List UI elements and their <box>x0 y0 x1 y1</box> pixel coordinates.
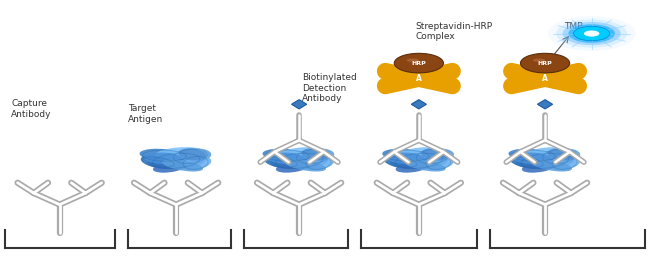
Text: TMB: TMB <box>564 22 584 31</box>
Ellipse shape <box>384 155 418 169</box>
Text: A: A <box>542 74 548 83</box>
Ellipse shape <box>170 148 211 164</box>
Circle shape <box>568 24 615 43</box>
Ellipse shape <box>278 147 326 159</box>
Ellipse shape <box>421 148 449 161</box>
Ellipse shape <box>162 159 203 172</box>
Ellipse shape <box>549 156 580 170</box>
Ellipse shape <box>510 155 544 169</box>
Ellipse shape <box>522 162 555 173</box>
Ellipse shape <box>285 159 326 172</box>
Ellipse shape <box>412 148 454 164</box>
Ellipse shape <box>179 148 206 161</box>
Ellipse shape <box>303 156 334 170</box>
Circle shape <box>584 30 599 37</box>
Ellipse shape <box>148 153 205 169</box>
Ellipse shape <box>538 148 580 164</box>
Ellipse shape <box>422 156 454 170</box>
Circle shape <box>521 53 569 73</box>
Text: Capture
Antibody: Capture Antibody <box>11 99 51 119</box>
Ellipse shape <box>547 148 575 161</box>
Text: Target
Antigen: Target Antigen <box>127 104 163 124</box>
Text: HRP: HRP <box>411 61 426 66</box>
Ellipse shape <box>141 155 176 169</box>
Ellipse shape <box>270 153 328 169</box>
Ellipse shape <box>302 148 329 161</box>
Polygon shape <box>411 100 426 109</box>
Ellipse shape <box>180 156 211 170</box>
Ellipse shape <box>276 162 309 173</box>
Ellipse shape <box>508 149 558 163</box>
Ellipse shape <box>144 153 183 164</box>
Ellipse shape <box>406 58 419 62</box>
Circle shape <box>556 20 627 48</box>
Circle shape <box>548 16 636 51</box>
Ellipse shape <box>263 149 313 163</box>
Text: Biotinylated
Detection
Antibody: Biotinylated Detection Antibody <box>302 73 357 103</box>
Ellipse shape <box>513 153 551 164</box>
Ellipse shape <box>398 147 446 159</box>
Circle shape <box>395 53 443 73</box>
Ellipse shape <box>140 149 189 163</box>
Ellipse shape <box>531 159 572 172</box>
Ellipse shape <box>153 162 187 173</box>
Ellipse shape <box>155 147 203 159</box>
Polygon shape <box>538 100 552 109</box>
Ellipse shape <box>387 153 425 164</box>
Ellipse shape <box>382 149 432 163</box>
Ellipse shape <box>396 162 429 173</box>
Ellipse shape <box>267 153 306 164</box>
Circle shape <box>573 26 610 41</box>
Ellipse shape <box>533 58 545 62</box>
Ellipse shape <box>264 155 298 169</box>
Text: HRP: HRP <box>538 61 552 66</box>
Text: Streptavidin-HRP
Complex: Streptavidin-HRP Complex <box>415 22 493 41</box>
Ellipse shape <box>525 147 573 159</box>
Ellipse shape <box>390 153 448 169</box>
Polygon shape <box>292 100 307 109</box>
Ellipse shape <box>516 153 574 169</box>
Circle shape <box>562 22 621 45</box>
Ellipse shape <box>292 148 334 164</box>
Ellipse shape <box>405 159 446 172</box>
Text: A: A <box>416 74 422 83</box>
